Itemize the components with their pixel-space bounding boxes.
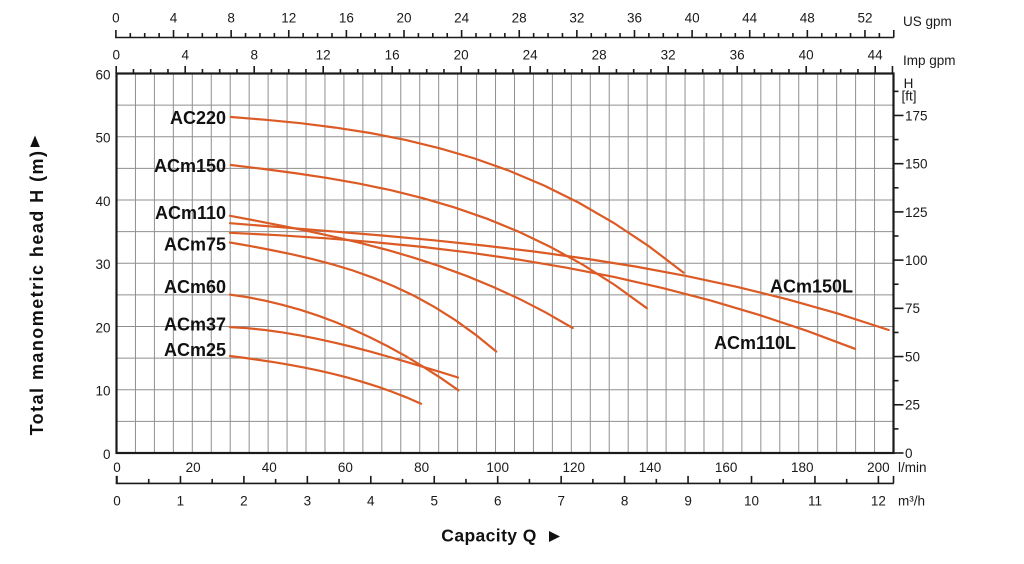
- svg-text:48: 48: [800, 11, 815, 26]
- svg-text:200: 200: [867, 460, 890, 475]
- svg-text:140: 140: [639, 460, 662, 475]
- svg-text:24: 24: [454, 11, 470, 26]
- svg-text:40: 40: [799, 47, 814, 62]
- svg-text:180: 180: [791, 460, 814, 475]
- svg-text:32: 32: [569, 11, 584, 26]
- svg-text:20: 20: [396, 11, 411, 26]
- svg-text:52: 52: [857, 11, 872, 26]
- svg-text:ACm150L: ACm150L: [770, 277, 853, 297]
- svg-text:0: 0: [113, 460, 121, 475]
- svg-text:Total manometric head H (m): Total manometric head H (m): [27, 150, 47, 436]
- svg-text:[ft]: [ft]: [901, 89, 916, 104]
- svg-text:100: 100: [486, 460, 509, 475]
- svg-text:160: 160: [715, 460, 738, 475]
- svg-text:1: 1: [177, 494, 185, 509]
- svg-text:175: 175: [905, 108, 928, 123]
- svg-text:0: 0: [905, 446, 913, 461]
- svg-text:4: 4: [367, 494, 375, 509]
- svg-text:28: 28: [512, 11, 527, 26]
- svg-text:30: 30: [95, 257, 110, 272]
- svg-text:50: 50: [905, 350, 920, 365]
- svg-text:10: 10: [744, 494, 759, 509]
- svg-text:l/min: l/min: [898, 460, 927, 475]
- svg-text:AC220: AC220: [170, 108, 226, 128]
- svg-text:ACm110: ACm110: [155, 203, 226, 223]
- svg-text:11: 11: [808, 494, 822, 509]
- svg-text:8: 8: [227, 11, 235, 26]
- svg-text:8: 8: [621, 494, 629, 509]
- svg-text:36: 36: [627, 11, 642, 26]
- svg-text:2: 2: [240, 494, 248, 509]
- svg-text:8: 8: [250, 47, 258, 62]
- svg-text:12: 12: [871, 494, 886, 509]
- svg-text:ACm25: ACm25: [164, 340, 226, 360]
- svg-text:60: 60: [95, 67, 110, 82]
- svg-text:0: 0: [112, 47, 120, 62]
- svg-text:36: 36: [730, 47, 745, 62]
- svg-text:75: 75: [905, 301, 920, 316]
- svg-text:25: 25: [905, 398, 920, 413]
- svg-text:16: 16: [339, 11, 354, 26]
- svg-text:125: 125: [905, 205, 928, 220]
- svg-text:100: 100: [905, 253, 928, 268]
- svg-text:Imp gpm: Imp gpm: [903, 53, 956, 68]
- svg-text:20: 20: [186, 460, 201, 475]
- svg-text:40: 40: [95, 194, 110, 209]
- svg-text:9: 9: [684, 494, 692, 509]
- svg-text:m³/h: m³/h: [898, 494, 925, 509]
- svg-text:0: 0: [103, 447, 111, 462]
- svg-text:32: 32: [661, 47, 676, 62]
- svg-text:120: 120: [563, 460, 586, 475]
- svg-text:60: 60: [338, 460, 353, 475]
- svg-text:US gpm: US gpm: [903, 14, 952, 29]
- svg-text:44: 44: [742, 11, 758, 26]
- svg-text:4: 4: [170, 11, 178, 26]
- svg-text:7: 7: [557, 494, 565, 509]
- svg-text:ACm37: ACm37: [164, 315, 226, 335]
- svg-text:16: 16: [385, 47, 400, 62]
- svg-text:6: 6: [494, 494, 502, 509]
- svg-text:12: 12: [281, 11, 296, 26]
- svg-text:50: 50: [95, 131, 110, 146]
- svg-text:ACm75: ACm75: [164, 235, 226, 255]
- svg-text:0: 0: [112, 11, 120, 26]
- svg-text:H: H: [904, 76, 914, 91]
- svg-text:ACm110L: ACm110L: [714, 333, 796, 353]
- svg-text:5: 5: [430, 494, 438, 509]
- svg-text:150: 150: [905, 157, 928, 172]
- svg-text:20: 20: [95, 320, 110, 335]
- svg-text:44: 44: [868, 47, 884, 62]
- svg-text:20: 20: [454, 47, 469, 62]
- svg-text:4: 4: [181, 47, 189, 62]
- svg-text:40: 40: [685, 11, 700, 26]
- svg-text:ACm150: ACm150: [154, 156, 226, 176]
- svg-text:10: 10: [95, 384, 110, 399]
- svg-text:24: 24: [523, 47, 539, 62]
- svg-text:ACm60: ACm60: [164, 277, 226, 297]
- svg-text:28: 28: [592, 47, 607, 62]
- svg-text:12: 12: [316, 47, 331, 62]
- svg-text:0: 0: [113, 494, 121, 509]
- svg-text:80: 80: [414, 460, 429, 475]
- svg-text:3: 3: [304, 494, 312, 509]
- svg-text:40: 40: [262, 460, 277, 475]
- svg-text:Capacity Q: Capacity Q: [441, 526, 536, 546]
